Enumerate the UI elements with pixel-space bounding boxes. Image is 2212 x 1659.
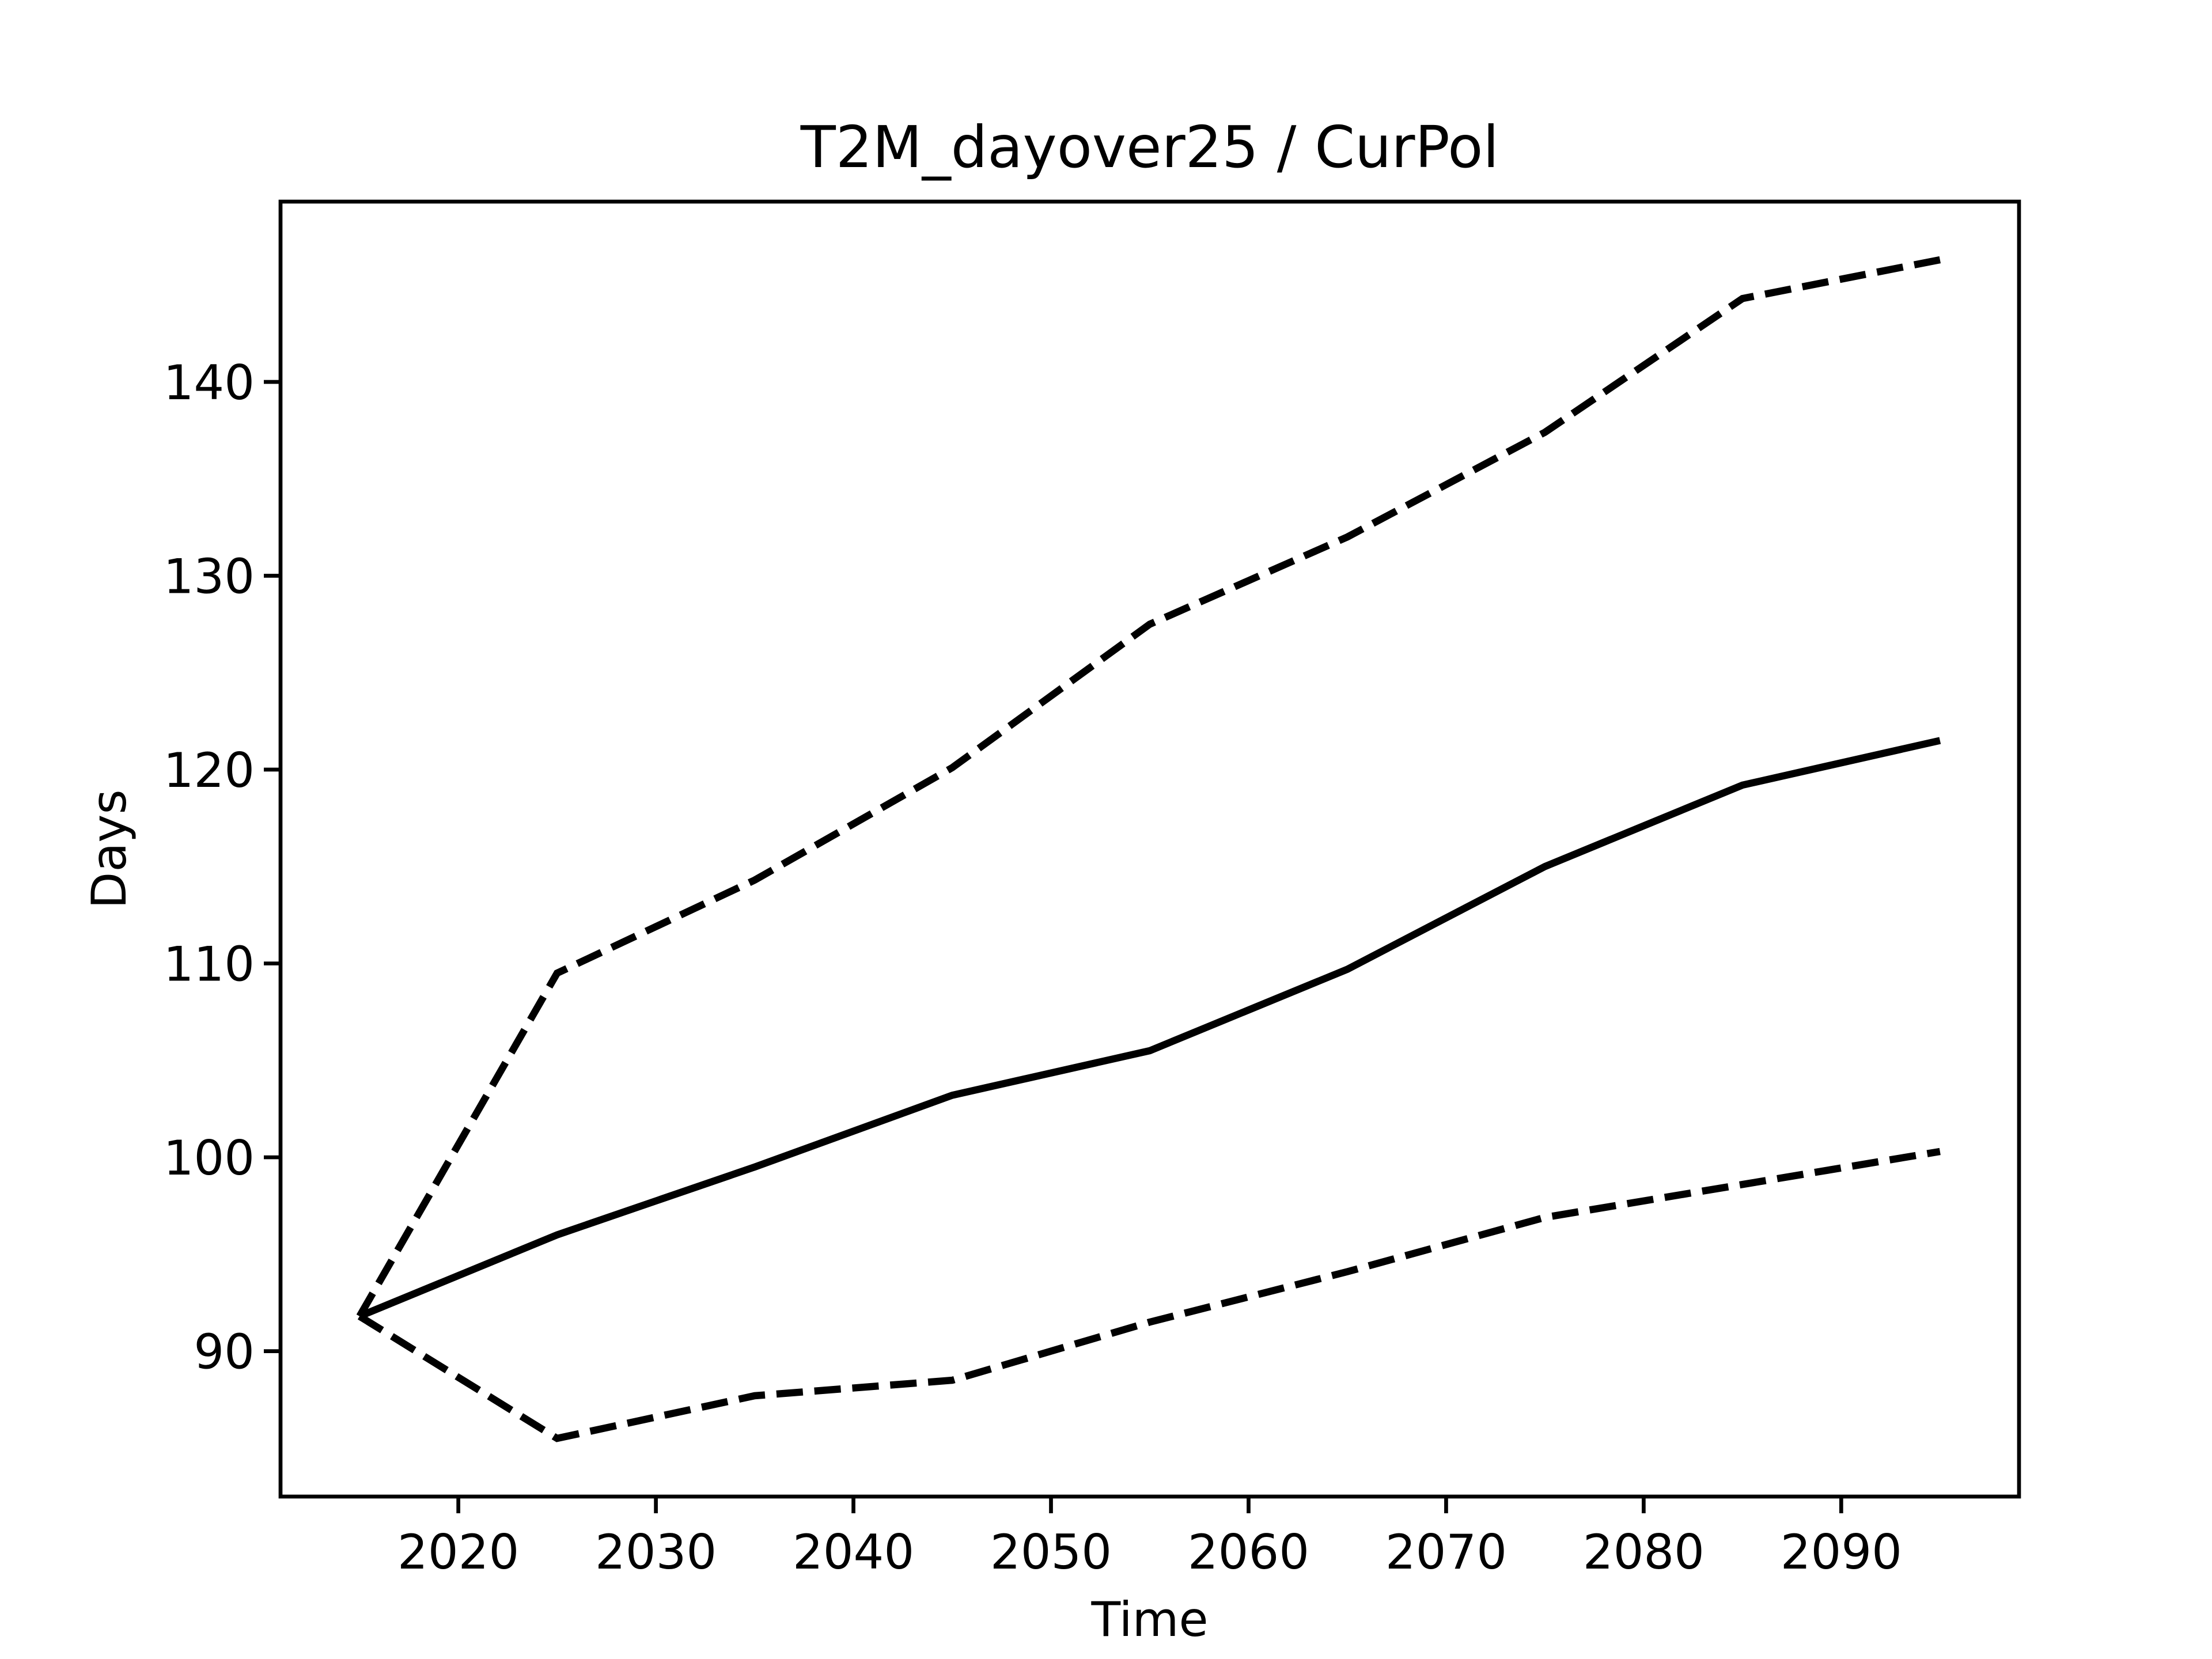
y-tick-label: 110 bbox=[164, 937, 255, 993]
chart-title: T2M_dayover25 / CurPol bbox=[800, 113, 1499, 181]
series-line bbox=[357, 1147, 1941, 1442]
x-tick-label: 2060 bbox=[1188, 1524, 1309, 1580]
x-tick-label: 2020 bbox=[397, 1524, 519, 1580]
y-axis-label: Days bbox=[81, 789, 137, 908]
x-axis-label: Time bbox=[1090, 1592, 1208, 1647]
x-tick-label: 2090 bbox=[1781, 1524, 1902, 1580]
x-tick-label: 2030 bbox=[595, 1524, 717, 1580]
y-tick-label: 100 bbox=[164, 1130, 255, 1186]
x-tick-label: 2050 bbox=[990, 1524, 1112, 1580]
x-tick-label: 2040 bbox=[793, 1524, 914, 1580]
series-line bbox=[358, 737, 1941, 1320]
y-tick-label: 90 bbox=[194, 1324, 255, 1380]
y-tick-label: 130 bbox=[164, 548, 255, 604]
y-tick-label: 140 bbox=[164, 355, 255, 411]
y-tick-label: 120 bbox=[164, 743, 255, 798]
series-line bbox=[356, 256, 1941, 1319]
x-tick-label: 2080 bbox=[1583, 1524, 1705, 1580]
x-tick-label: 2070 bbox=[1385, 1524, 1507, 1580]
axes-frame bbox=[278, 199, 2021, 1499]
